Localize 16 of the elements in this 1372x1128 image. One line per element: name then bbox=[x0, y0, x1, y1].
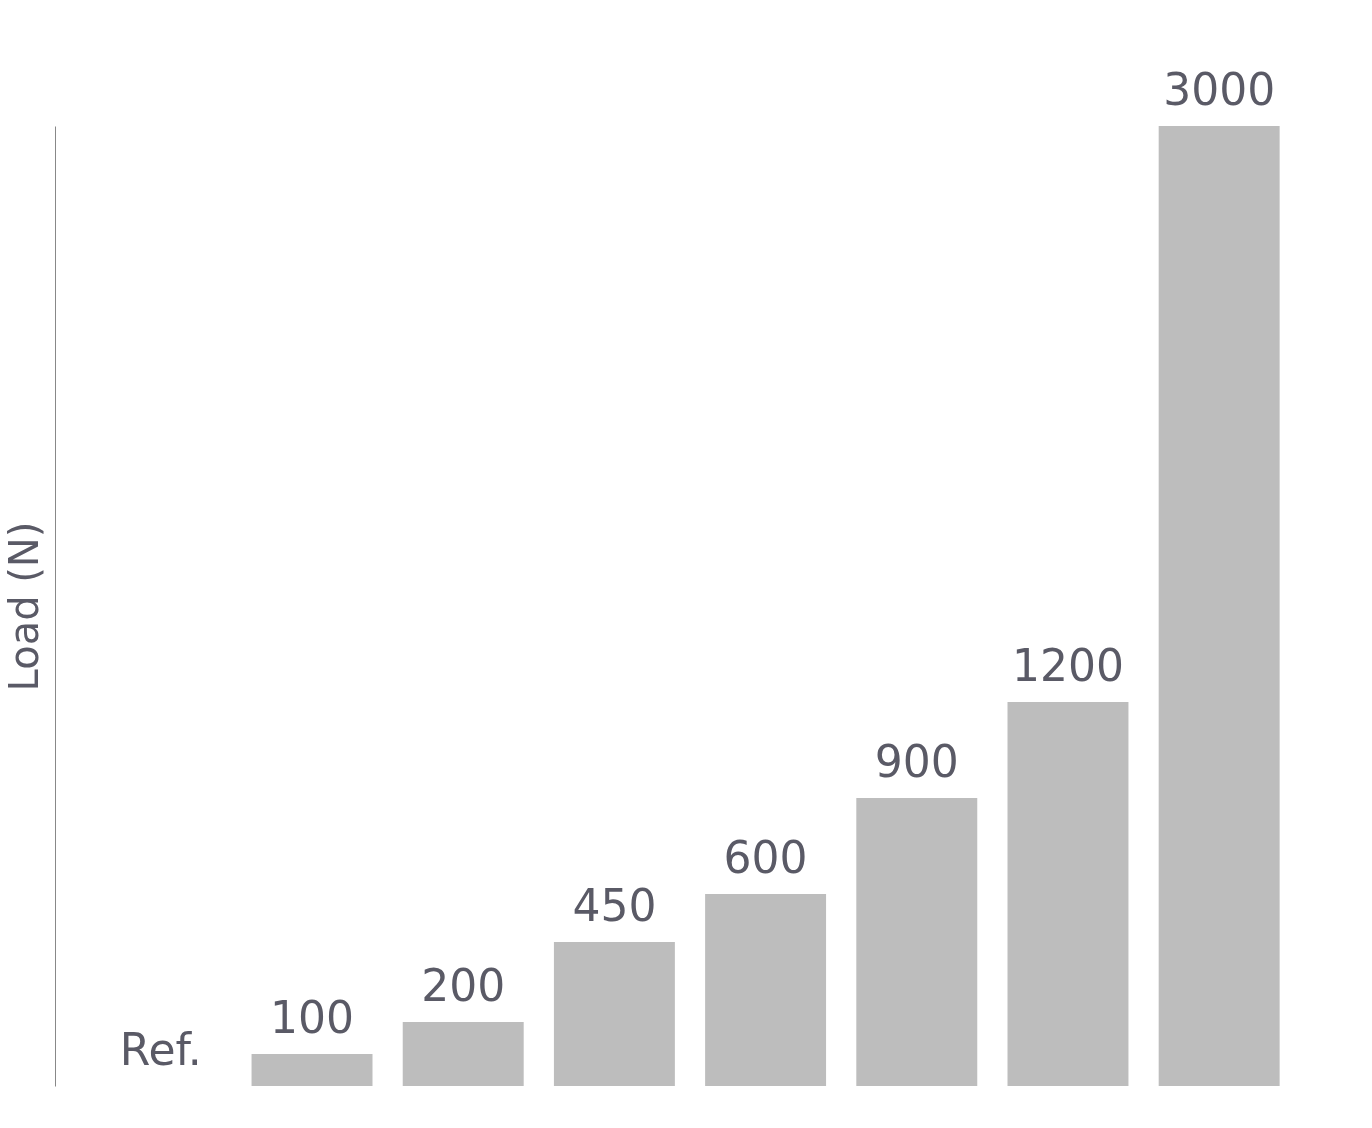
bar bbox=[856, 798, 978, 1086]
bar bbox=[705, 894, 827, 1086]
text: Ref. bbox=[119, 1024, 202, 1075]
data-label: 450 bbox=[572, 880, 657, 931]
bar bbox=[1158, 126, 1280, 1086]
bar bbox=[251, 1054, 373, 1086]
data-label: 900 bbox=[874, 736, 959, 787]
data-label: 100 bbox=[270, 992, 355, 1043]
bar bbox=[1007, 702, 1129, 1086]
bar bbox=[402, 1022, 524, 1086]
bar bbox=[553, 942, 675, 1086]
y-axis-title: Load (N) bbox=[0, 521, 47, 692]
data-label: 1200 bbox=[1011, 640, 1124, 691]
data-label: 3000 bbox=[1163, 64, 1276, 115]
data-label: 600 bbox=[723, 832, 808, 883]
data-label: 200 bbox=[421, 960, 506, 1011]
